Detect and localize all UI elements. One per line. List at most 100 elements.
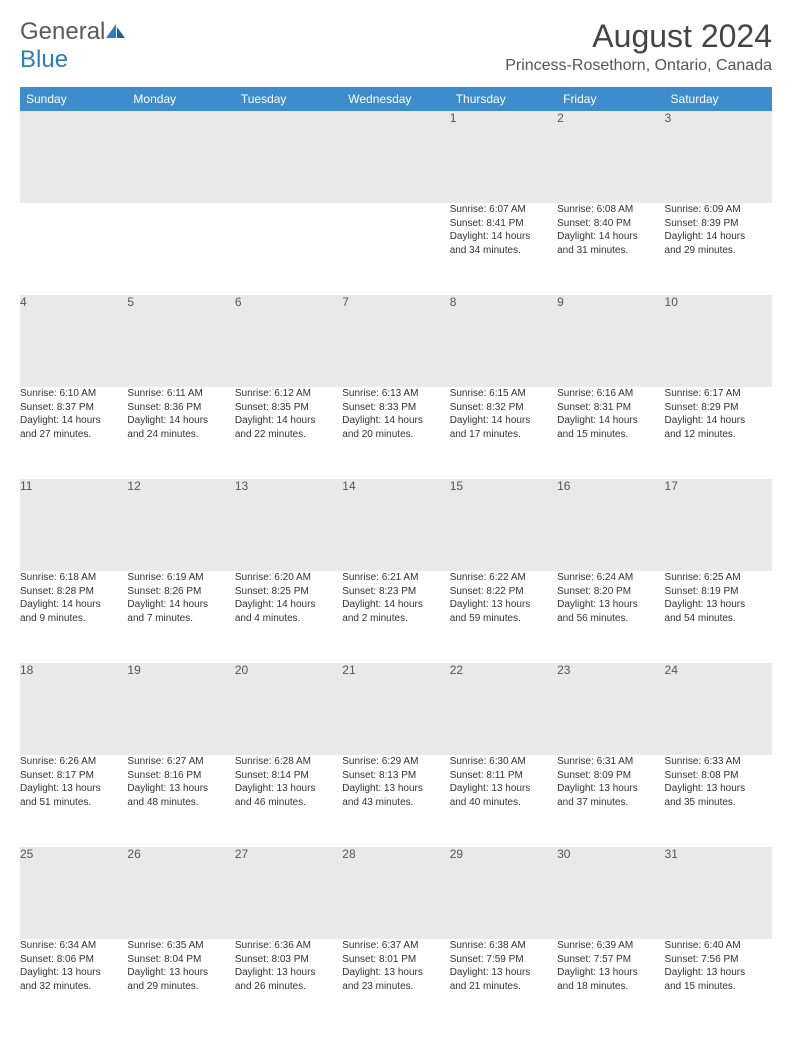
title-block: August 2024 Princess-Rosethorn, Ontario,…: [505, 18, 772, 75]
calendar-table: SundayMondayTuesdayWednesdayThursdayFrid…: [20, 87, 772, 1031]
sunrise-text: Sunrise: 6:40 AM: [665, 939, 772, 953]
daylight-text-1: Daylight: 14 hours: [557, 414, 664, 428]
daylight-text-2: and 20 minutes.: [342, 428, 449, 442]
sunset-text: Sunset: 8:33 PM: [342, 401, 449, 415]
sunset-text: Sunset: 8:14 PM: [235, 769, 342, 783]
sunrise-text: Sunrise: 6:27 AM: [127, 755, 234, 769]
logo-text: GeneralBlue: [20, 18, 127, 74]
day-details-cell: Sunrise: 6:12 AMSunset: 8:35 PMDaylight:…: [235, 387, 342, 479]
day-number-cell: [127, 111, 234, 203]
day-details-cell: Sunrise: 6:20 AMSunset: 8:25 PMDaylight:…: [235, 571, 342, 663]
daylight-text-1: Daylight: 14 hours: [450, 414, 557, 428]
sunset-text: Sunset: 8:20 PM: [557, 585, 664, 599]
day-number-cell: [235, 111, 342, 203]
sunset-text: Sunset: 8:01 PM: [342, 953, 449, 967]
sunset-text: Sunset: 7:57 PM: [557, 953, 664, 967]
sunset-text: Sunset: 8:23 PM: [342, 585, 449, 599]
day-header: Tuesday: [235, 87, 342, 111]
daylight-text-2: and 54 minutes.: [665, 612, 772, 626]
sunrise-text: Sunrise: 6:11 AM: [127, 387, 234, 401]
sunset-text: Sunset: 8:35 PM: [235, 401, 342, 415]
day-number-row: 25262728293031: [20, 847, 772, 939]
daylight-text-1: Daylight: 14 hours: [342, 598, 449, 612]
sunset-text: Sunset: 8:25 PM: [235, 585, 342, 599]
day-number-cell: 22: [450, 663, 557, 755]
sunset-text: Sunset: 8:13 PM: [342, 769, 449, 783]
sunset-text: Sunset: 8:26 PM: [127, 585, 234, 599]
daylight-text-2: and 46 minutes.: [235, 796, 342, 810]
daylight-text-1: Daylight: 13 hours: [557, 598, 664, 612]
day-details-cell: Sunrise: 6:25 AMSunset: 8:19 PMDaylight:…: [665, 571, 772, 663]
sunset-text: Sunset: 8:22 PM: [450, 585, 557, 599]
sunrise-text: Sunrise: 6:12 AM: [235, 387, 342, 401]
day-number-cell: 31: [665, 847, 772, 939]
sunset-text: Sunset: 8:32 PM: [450, 401, 557, 415]
day-number-cell: 19: [127, 663, 234, 755]
day-header-row: SundayMondayTuesdayWednesdayThursdayFrid…: [20, 87, 772, 111]
day-details-cell: Sunrise: 6:16 AMSunset: 8:31 PMDaylight:…: [557, 387, 664, 479]
day-details-cell: Sunrise: 6:35 AMSunset: 8:04 PMDaylight:…: [127, 939, 234, 1031]
daylight-text-2: and 21 minutes.: [450, 980, 557, 994]
day-header: Monday: [127, 87, 234, 111]
day-details-cell: Sunrise: 6:10 AMSunset: 8:37 PMDaylight:…: [20, 387, 127, 479]
day-details-cell: [127, 203, 234, 295]
sunrise-text: Sunrise: 6:35 AM: [127, 939, 234, 953]
day-details-cell: Sunrise: 6:33 AMSunset: 8:08 PMDaylight:…: [665, 755, 772, 847]
daylight-text-2: and 29 minutes.: [127, 980, 234, 994]
sunrise-text: Sunrise: 6:39 AM: [557, 939, 664, 953]
day-details-row: Sunrise: 6:10 AMSunset: 8:37 PMDaylight:…: [20, 387, 772, 479]
sunset-text: Sunset: 8:29 PM: [665, 401, 772, 415]
month-title: August 2024: [505, 18, 772, 55]
day-number-cell: 4: [20, 295, 127, 387]
sunrise-text: Sunrise: 6:38 AM: [450, 939, 557, 953]
day-number-cell: 13: [235, 479, 342, 571]
day-number-cell: 29: [450, 847, 557, 939]
daylight-text-2: and 29 minutes.: [665, 244, 772, 258]
sunrise-text: Sunrise: 6:08 AM: [557, 203, 664, 217]
day-details-cell: Sunrise: 6:24 AMSunset: 8:20 PMDaylight:…: [557, 571, 664, 663]
day-details-cell: [235, 203, 342, 295]
daylight-text-1: Daylight: 14 hours: [127, 414, 234, 428]
day-number-cell: 3: [665, 111, 772, 203]
sunset-text: Sunset: 7:56 PM: [665, 953, 772, 967]
daylight-text-2: and 4 minutes.: [235, 612, 342, 626]
day-number-row: 18192021222324: [20, 663, 772, 755]
sunset-text: Sunset: 8:04 PM: [127, 953, 234, 967]
day-details-row: Sunrise: 6:26 AMSunset: 8:17 PMDaylight:…: [20, 755, 772, 847]
calendar-page: GeneralBlue August 2024 Princess-Rosetho…: [0, 0, 792, 1041]
daylight-text-1: Daylight: 13 hours: [557, 782, 664, 796]
daylight-text-1: Daylight: 13 hours: [450, 598, 557, 612]
daylight-text-1: Daylight: 13 hours: [557, 966, 664, 980]
day-details-cell: Sunrise: 6:13 AMSunset: 8:33 PMDaylight:…: [342, 387, 449, 479]
day-header: Friday: [557, 87, 664, 111]
sunset-text: Sunset: 8:37 PM: [20, 401, 127, 415]
daylight-text-2: and 12 minutes.: [665, 428, 772, 442]
day-number-cell: 30: [557, 847, 664, 939]
day-number-cell: 5: [127, 295, 234, 387]
sunrise-text: Sunrise: 6:21 AM: [342, 571, 449, 585]
sunset-text: Sunset: 8:03 PM: [235, 953, 342, 967]
day-details-cell: Sunrise: 6:28 AMSunset: 8:14 PMDaylight:…: [235, 755, 342, 847]
calendar-body: 123Sunrise: 6:07 AMSunset: 8:41 PMDaylig…: [20, 111, 772, 1031]
daylight-text-2: and 26 minutes.: [235, 980, 342, 994]
day-number-cell: 16: [557, 479, 664, 571]
daylight-text-1: Daylight: 14 hours: [127, 598, 234, 612]
daylight-text-2: and 32 minutes.: [20, 980, 127, 994]
daylight-text-1: Daylight: 13 hours: [20, 966, 127, 980]
daylight-text-1: Daylight: 13 hours: [342, 782, 449, 796]
day-details-cell: [342, 203, 449, 295]
daylight-text-2: and 9 minutes.: [20, 612, 127, 626]
sunset-text: Sunset: 8:36 PM: [127, 401, 234, 415]
logo-word-2: Blue: [20, 46, 68, 73]
day-details-cell: Sunrise: 6:38 AMSunset: 7:59 PMDaylight:…: [450, 939, 557, 1031]
day-number-cell: 23: [557, 663, 664, 755]
sunrise-text: Sunrise: 6:33 AM: [665, 755, 772, 769]
day-number-cell: 8: [450, 295, 557, 387]
daylight-text-1: Daylight: 13 hours: [20, 782, 127, 796]
daylight-text-2: and 37 minutes.: [557, 796, 664, 810]
daylight-text-2: and 7 minutes.: [127, 612, 234, 626]
sunrise-text: Sunrise: 6:24 AM: [557, 571, 664, 585]
sunset-text: Sunset: 8:39 PM: [665, 217, 772, 231]
day-number-cell: 12: [127, 479, 234, 571]
sunset-text: Sunset: 8:31 PM: [557, 401, 664, 415]
